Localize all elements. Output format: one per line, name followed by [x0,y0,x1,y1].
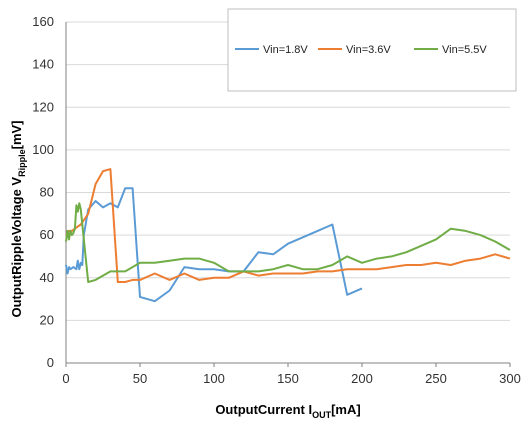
legend: Vin=1.8V Vin=3.6V Vin=5.5V [227,8,517,92]
y-tick-label: 20 [40,312,54,327]
legend-entry: Vin=3.6V [318,44,391,56]
legend-entry: Vin=1.8V [235,44,308,56]
legend-label: Vin=1.8V [263,44,308,56]
y-tick-label: 120 [32,99,54,114]
y-tick-label: 40 [40,270,54,285]
y-tick-label: 100 [32,142,54,157]
y-axis-label: OutputRippleVoltage VRipple[mV] [9,121,27,318]
x-axis-label-subscript: OUT [312,410,332,420]
legend-entry: Vin=5.5V [414,44,487,56]
tick-labels: 0 20 40 60 80 100 120 140 160 0 50 100 150 200 250 300 [32,14,521,386]
legend-label: Vin=5.5V [442,44,487,56]
series-line-1 [65,187,363,303]
x-tick-label: 0 [62,371,69,386]
y-tick-label: 0 [47,355,54,370]
x-axis-label-main: OutputCurrent I [215,402,312,417]
legend-label: Vin=3.6V [346,44,391,56]
y-tick-label: 160 [32,14,54,29]
legend-box [227,8,517,92]
y-tick-label: 140 [32,57,54,72]
y-axis-label-subscript: Ripple [17,149,27,177]
data-series [65,168,511,303]
y-axis-label-main: OutputRippleVoltage V [9,177,24,318]
series-line-2 [65,168,511,283]
series-line-3 [65,202,511,283]
y-tick-label: 60 [40,227,54,242]
y-axis-label-unit: [mV] [9,121,24,150]
axes [65,22,511,367]
grid-lines [66,21,510,321]
y-tick-label: 80 [40,185,54,200]
x-axis-label: OutputCurrent IOUT[mA] [215,402,360,420]
x-tick-label: 200 [351,371,373,386]
x-tick-label: 50 [133,371,147,386]
x-tick-label: 300 [499,371,521,386]
x-tick-label: 150 [277,371,299,386]
x-tick-label: 100 [203,371,225,386]
x-axis-label-unit: [mA] [331,402,361,417]
x-tick-label: 250 [425,371,447,386]
